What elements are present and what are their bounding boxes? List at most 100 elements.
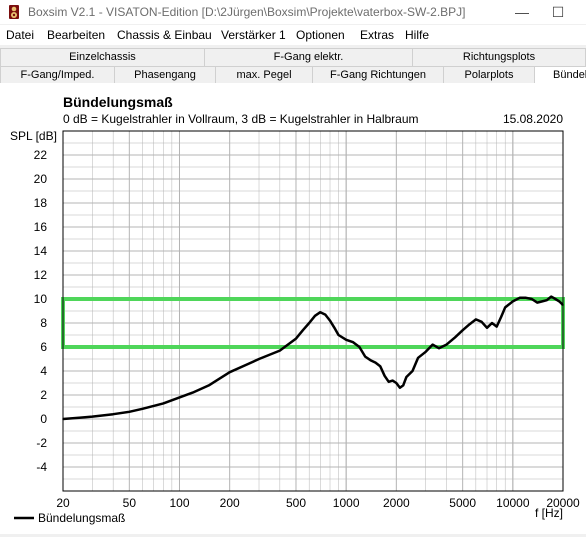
menu-datei[interactable]: Datei <box>6 28 35 42</box>
tab-f-gang-elektr[interactable]: F-Gang elektr. <box>204 48 413 66</box>
data-point <box>78 417 80 419</box>
tab-richtungsplots[interactable]: Richtungsplots <box>412 48 586 66</box>
data-point <box>279 349 281 352</box>
series-layer <box>62 295 564 421</box>
plot-frame <box>62 130 564 492</box>
data-point <box>364 355 366 358</box>
series-line <box>62 295 564 421</box>
data-point <box>112 413 114 416</box>
data-point <box>417 357 419 359</box>
data-point <box>295 337 297 340</box>
chart-panel: Bündelungsmaß 0 dB = Kugelstrahler in Vo… <box>0 83 586 534</box>
data-point <box>405 376 408 378</box>
directivity-chart: Bündelungsmaß 0 dB = Kugelstrahler in Vo… <box>10 94 580 525</box>
menu-optionen[interactable]: Optionen <box>296 28 345 42</box>
data-point <box>358 346 361 348</box>
app-icon <box>9 5 19 19</box>
data-point <box>91 415 94 418</box>
minimize-button[interactable]: — <box>515 4 529 20</box>
x-tick-label: 1000 <box>333 496 360 510</box>
chart-subtitle: 0 dB = Kugelstrahler in Vollraum, 3 dB =… <box>63 112 419 126</box>
menu-chassis-einbau[interactable]: Chassis & Einbau <box>117 28 212 42</box>
y-tick-label: -4 <box>36 460 47 474</box>
data-point <box>245 364 247 366</box>
data-point <box>178 396 181 399</box>
menu-hilfe[interactable]: Hilfe <box>405 28 430 42</box>
data-point <box>383 375 386 377</box>
x-tick-label: 20000 <box>546 496 580 510</box>
maximize-button[interactable]: ☐ <box>551 4 565 20</box>
y-tick-label: 14 <box>34 244 48 258</box>
data-point <box>500 316 502 318</box>
y-tick-label: 6 <box>40 340 47 354</box>
tab-row-1: Einzelchassis F-Gang elektr. Richtungspl… <box>0 48 586 66</box>
y-tick-label: 22 <box>34 148 48 162</box>
data-point <box>558 300 561 303</box>
data-point <box>329 319 331 322</box>
data-point <box>480 321 483 323</box>
title-bar: Boxsim V2.1 - VISATON-Edition [D:\2Jürge… <box>0 0 586 24</box>
y-tick-label: 2 <box>40 388 47 402</box>
y-tick-label: 12 <box>34 268 48 282</box>
data-point <box>352 341 354 344</box>
data-point <box>468 323 471 325</box>
data-point <box>399 387 401 389</box>
data-point <box>411 370 414 372</box>
y-axis-label: SPL [dB] <box>10 129 57 143</box>
data-point <box>454 336 456 339</box>
y-tick-label: 18 <box>34 196 48 210</box>
data-point <box>387 381 390 383</box>
menu-bearbeiten[interactable]: Bearbeiten <box>47 28 106 42</box>
data-point <box>324 313 327 316</box>
data-point <box>228 371 231 374</box>
y-tick-label: 8 <box>40 316 47 330</box>
tab-einzelchassis[interactable]: Einzelchassis <box>0 48 205 66</box>
menu-bar: Datei Bearbeiten Chassis & Einbau Verstä… <box>0 25 586 45</box>
data-point <box>402 384 405 387</box>
data-point <box>525 297 527 299</box>
y-tick-label: 16 <box>34 220 48 234</box>
data-point <box>424 351 427 353</box>
data-point <box>531 298 533 300</box>
tab-max-pegel[interactable]: max. Pegel <box>215 66 313 84</box>
data-point <box>546 299 548 301</box>
tab-polarplots[interactable]: Polarplots <box>443 66 535 84</box>
data-point <box>541 300 543 303</box>
data-point <box>550 295 553 298</box>
x-tick-label: 2000 <box>383 496 410 510</box>
data-point <box>333 327 336 329</box>
data-point <box>445 343 448 346</box>
tab-phasengang[interactable]: Phasengang <box>114 66 216 84</box>
data-point <box>431 343 434 346</box>
data-point <box>319 311 322 313</box>
data-point <box>379 365 381 368</box>
data-point <box>258 358 260 360</box>
data-point <box>391 379 394 382</box>
data-point <box>128 411 131 413</box>
y-tick-label: 20 <box>34 172 48 186</box>
data-point <box>554 298 557 300</box>
chart-date: 15.08.2020 <box>503 112 563 126</box>
x-tick-label: 50 <box>123 496 137 510</box>
data-point <box>491 322 493 324</box>
data-point <box>518 297 521 299</box>
data-point <box>504 306 507 309</box>
tab-f-gang-imped[interactable]: F-Gang/Imped. <box>0 66 115 84</box>
data-point <box>461 329 464 331</box>
data-point <box>438 347 440 350</box>
y-tick-label: 4 <box>40 364 47 378</box>
chart-title: Bündelungsmaß <box>63 94 173 110</box>
tab-buendel[interactable]: Bündel <box>534 66 586 83</box>
data-point <box>302 329 304 331</box>
x-tick-label: 20 <box>56 496 70 510</box>
data-point <box>162 402 165 405</box>
tab-f-gang-richtungen[interactable]: F-Gang Richtungen <box>312 66 444 84</box>
menu-extras[interactable]: Extras <box>360 28 395 42</box>
x-tick-label: 500 <box>286 496 306 510</box>
menu-verstaerker[interactable]: Verstärker 1 <box>221 28 286 42</box>
data-point <box>208 384 210 387</box>
x-tick-label: 100 <box>169 496 189 510</box>
data-point <box>475 318 477 321</box>
window-title: Boxsim V2.1 - VISATON-Edition [D:\2Jürge… <box>28 5 466 19</box>
